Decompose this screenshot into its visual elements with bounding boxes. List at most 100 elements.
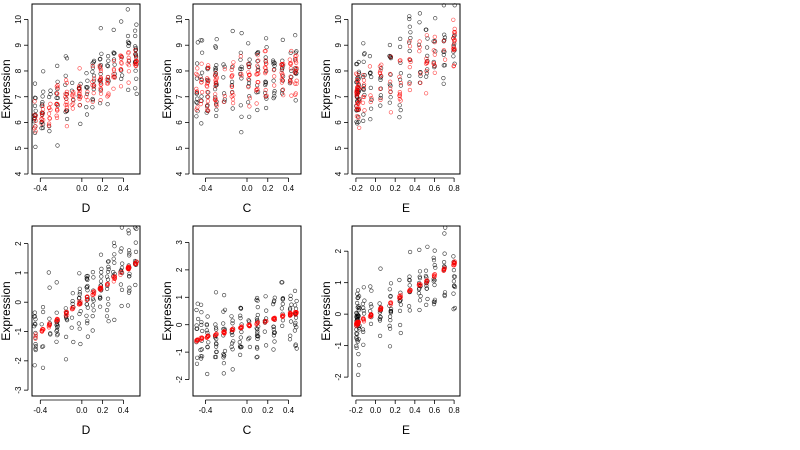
observed-point [451,284,457,289]
fitted-point [397,93,402,99]
observed-point [255,305,260,310]
observed-point [264,343,269,348]
observed-point [200,328,205,334]
observed-point [431,255,436,260]
fitted-point [294,81,299,86]
observed-point [111,51,116,56]
fitted-point [71,93,76,98]
y-tick-label: 1 [334,280,343,285]
observed-point [54,310,59,315]
observed-point [238,66,243,71]
observed-point [377,318,383,323]
y-tick-label: 0 [14,299,23,304]
observed-point [407,308,412,313]
fitted-point [134,59,139,64]
observed-point [388,55,394,61]
observed-point [398,322,403,328]
observed-point [238,316,243,321]
observed-point [377,301,382,306]
observed-point [431,302,437,307]
fitted-point [361,316,366,321]
y-axis: 4 5 6 7 8 9 10 Expression [319,14,349,176]
y-tick-label: 2 [175,267,184,272]
observed-point [388,72,393,77]
observed-point [255,336,260,342]
fitted-point [407,87,413,93]
observed-point [230,28,235,34]
x-tick-label: 0.0 [76,184,88,193]
observed-point [85,334,90,339]
observed-point [84,276,89,282]
fitted-point [98,91,104,96]
observed-point [255,346,260,351]
fitted-point [271,68,277,73]
fitted-point [133,47,138,53]
observed-point [417,269,423,274]
observed-point [104,308,110,313]
observed-point [40,309,46,315]
y-axis: -2 -1 0 1 2 Expression [319,248,349,381]
fitted-point [255,63,260,68]
fitted-point [388,71,393,77]
observed-point [355,315,360,320]
observed-point [78,81,83,86]
observed-point [288,306,293,311]
observed-point [194,90,199,96]
fitted-point [133,52,138,57]
observed-point [361,329,366,335]
observed-point [287,81,293,86]
observed-point [357,363,362,368]
observed-point [105,259,111,264]
observed-point [378,315,383,320]
fitted-point [417,44,422,50]
observed-point [442,260,447,265]
y-tick-label: 7 [14,94,23,99]
x-tick-label: 0.0 [76,406,88,415]
observed-point [55,143,60,148]
y-tick-label: 3 [175,240,184,245]
y-tick-label: 6 [14,120,23,125]
fitted-point [98,98,103,103]
observed-point [105,296,111,301]
observed-point [293,315,299,320]
fitted-point [280,315,286,320]
observed-point [246,41,251,46]
fitted-point [361,316,366,322]
observed-point [255,331,260,336]
fitted-point [254,321,259,326]
observed-point [263,294,268,299]
observed-point [425,296,430,302]
observed-point [254,316,259,321]
observed-point [407,73,412,78]
fitted-point [194,86,199,91]
observed-point [288,50,293,55]
fitted-point [46,111,52,116]
observed-point [119,303,124,309]
fitted-point [280,73,285,78]
fitted-point [229,84,235,89]
observed-point [425,45,430,50]
fitted-point [214,331,219,336]
y-tick-label: 2 [334,248,343,253]
observed-point [126,87,131,92]
observed-point [214,341,219,346]
y-tick-label: 7 [334,94,343,99]
fitted-point [263,319,268,324]
observed-point [77,311,82,317]
x-tick-label: -0.2 [349,406,363,415]
observed-point [360,301,366,307]
observed-point [111,240,117,245]
observed-point [362,311,367,316]
observed-point [230,321,235,326]
observed-point [46,94,52,100]
observed-point [354,345,359,350]
x-axis: -0.4 0.0 0.2 0.4 D [33,399,129,437]
fitted-point [289,93,294,98]
x-tick-label: 0.0 [241,406,253,415]
observed-point [84,274,89,279]
observed-point [85,283,90,289]
fitted-point [213,78,218,83]
y-tick-label: 8 [334,68,343,73]
observed-point [105,269,111,274]
observed-point [127,248,132,253]
